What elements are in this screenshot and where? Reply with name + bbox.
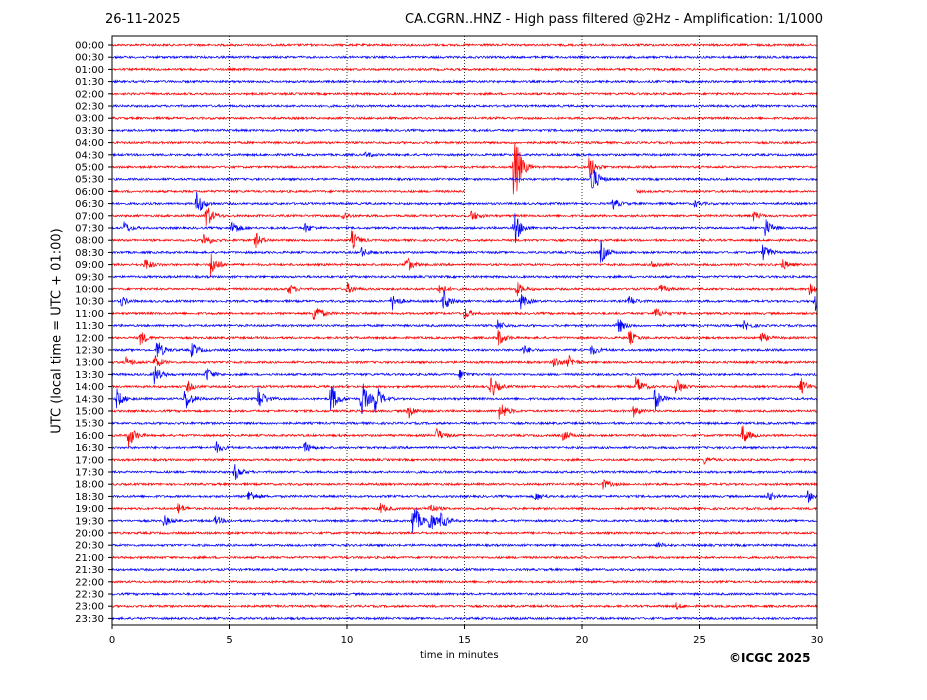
y-tick-label: 15:30 <box>75 419 104 430</box>
trace-row-1330 <box>111 366 818 385</box>
y-tick-label: 16:30 <box>75 443 104 454</box>
y-tick-label: 00:00 <box>75 41 104 52</box>
y-tick-label: 10:30 <box>75 297 104 308</box>
y-tick-label: 05:30 <box>75 175 104 186</box>
trace-row-1600 <box>111 425 817 449</box>
trace-row-1200 <box>111 329 818 346</box>
y-tick-label: 22:00 <box>75 577 104 588</box>
trace-row-2300 <box>111 602 818 611</box>
y-tick-label: 17:00 <box>75 455 104 466</box>
trace-row-1030 <box>111 290 818 311</box>
y-tick-label: 11:00 <box>75 309 104 320</box>
trace-row-1900 <box>111 502 818 514</box>
y-tick-label: 08:00 <box>75 236 104 247</box>
trace-row-0800 <box>111 230 818 249</box>
y-tick-label: 00:30 <box>75 53 104 64</box>
trace-row-1500 <box>111 404 818 420</box>
trace-row-0530 <box>111 170 818 189</box>
y-tick-label: 21:00 <box>75 553 104 564</box>
y-tick-label: 04:30 <box>75 150 104 161</box>
y-tick-label: 17:30 <box>75 468 104 479</box>
y-tick-label: 13:00 <box>75 358 104 369</box>
y-tick-label: 14:30 <box>75 394 104 405</box>
y-tick-label: 20:00 <box>75 529 104 540</box>
x-tick-label: 5 <box>226 635 232 646</box>
x-tick-label: 10 <box>341 635 354 646</box>
trace-row-1300 <box>111 354 818 368</box>
y-tick-label: 15:00 <box>75 407 104 418</box>
y-tick-label: 23:00 <box>75 602 104 613</box>
y-tick-label: 10:00 <box>75 285 104 296</box>
y-tick-label: 11:30 <box>75 321 104 332</box>
y-tick-label: 01:00 <box>75 65 104 76</box>
y-tick-label: 08:30 <box>75 248 104 259</box>
y-tick-label: 07:00 <box>75 211 104 222</box>
y-tick-label: 06:30 <box>75 199 104 210</box>
y-tick-label: 09:00 <box>75 260 104 271</box>
trace-row-0600 <box>111 189 818 194</box>
y-tick-label: 18:30 <box>75 492 104 503</box>
trace-row-0500 <box>111 142 818 195</box>
y-tick-label: 16:00 <box>75 431 104 442</box>
minute-grid <box>229 36 700 625</box>
y-tick-label: 18:00 <box>75 480 104 491</box>
y-tick-label: 06:00 <box>75 187 104 198</box>
x-axis-label: time in minutes <box>420 650 499 661</box>
y-tick-label: 21:30 <box>75 565 104 576</box>
y-tick-label: 09:30 <box>75 272 104 283</box>
trace-row-1430 <box>111 383 818 414</box>
y-tick-label: 02:30 <box>75 102 104 113</box>
trace-row-1800 <box>112 479 818 490</box>
y-tick-label: 04:00 <box>75 138 104 149</box>
copyright-credit: ©ICGC 2025 <box>729 651 811 665</box>
y-tick-label: 23:30 <box>75 614 104 625</box>
trace-layer <box>111 42 818 621</box>
x-tick-label: 15 <box>458 635 471 646</box>
chart-title: CA.CGRN..HNZ - High pass filtered @2Hz -… <box>405 12 823 27</box>
y-tick-label: 05:00 <box>75 163 104 174</box>
trace-row-0300 <box>111 115 818 121</box>
y-tick-label: 07:30 <box>75 224 104 235</box>
y-tick-label: 02:00 <box>75 89 104 100</box>
trace-row-2000 <box>111 530 818 536</box>
trace-row-1400 <box>112 376 818 396</box>
y-tick-label: 20:30 <box>75 541 104 552</box>
y-tick-label: 19:30 <box>75 516 104 527</box>
trace-row-1930 <box>111 508 818 534</box>
y-tick-label: 12:00 <box>75 333 104 344</box>
x-tick-label: 30 <box>811 635 824 646</box>
chart-date: 26-11-2025 <box>105 12 181 27</box>
y-tick-label: 03:30 <box>75 126 104 137</box>
y-tick-label: 12:30 <box>75 346 104 357</box>
trace-row-0630 <box>111 191 817 211</box>
x-tick-label: 20 <box>576 635 589 646</box>
trace-row-1700 <box>111 457 818 465</box>
x-tick-label: 25 <box>693 635 706 646</box>
y-tick-label: 03:00 <box>75 114 104 125</box>
y-tick-label: 19:00 <box>75 504 104 515</box>
x-tick-label: 0 <box>109 635 115 646</box>
y-axis-label: UTC (local time = UTC + 01:00) <box>49 228 65 434</box>
y-tick-label: 01:30 <box>75 77 104 88</box>
y-tick-label: 22:30 <box>75 590 104 601</box>
y-tick-label: 13:30 <box>75 370 104 381</box>
y-tick-label: 14:00 <box>75 382 104 393</box>
